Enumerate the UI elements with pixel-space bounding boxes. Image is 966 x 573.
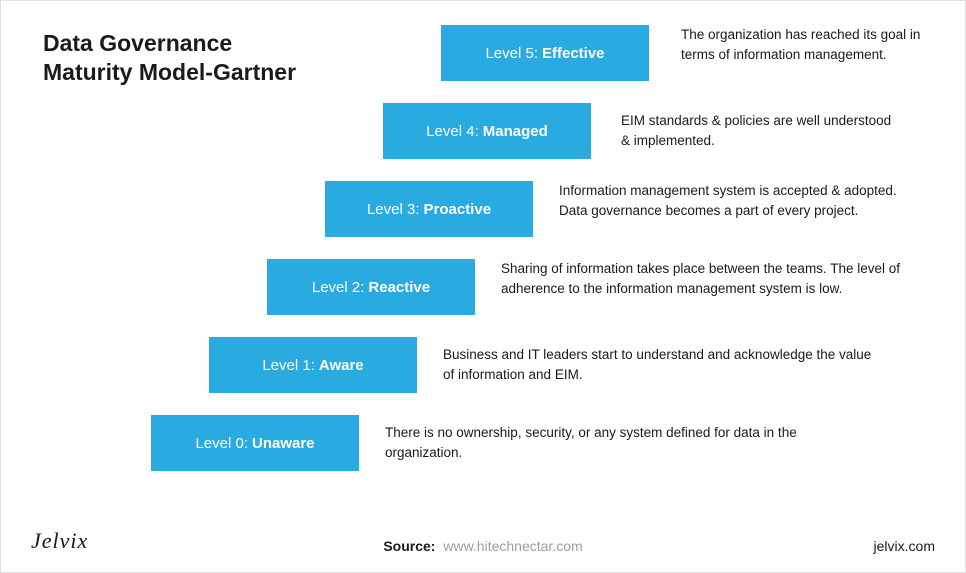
step-level-prefix: Level 4: <box>426 123 479 140</box>
title-line-2: Maturity Model-Gartner <box>43 59 296 85</box>
step-box-level-0: Level 0:Unaware <box>151 415 359 471</box>
step-box-level-2: Level 2:Reactive <box>267 259 475 315</box>
step-level-prefix: Level 3: <box>367 201 420 218</box>
step-box-level-3: Level 3:Proactive <box>325 181 533 237</box>
brand-logo-left: Jelvix <box>31 528 88 554</box>
step-level-name: Managed <box>483 123 548 140</box>
step-desc-level-2: Sharing of information takes place betwe… <box>501 259 901 298</box>
step-level-name: Aware <box>319 357 364 374</box>
step-level-prefix: Level 2: <box>312 279 365 296</box>
step-level-name: Unaware <box>252 435 315 452</box>
step-desc-level-4: EIM standards & policies are well unders… <box>621 111 901 150</box>
step-level-prefix: Level 5: <box>485 45 538 62</box>
step-level-name: Reactive <box>368 279 430 296</box>
step-box-level-4: Level 4:Managed <box>383 103 591 159</box>
step-level-prefix: Level 1: <box>262 357 315 374</box>
step-box-level-5: Level 5:Effective <box>441 25 649 81</box>
step-level-name: Proactive <box>424 201 492 218</box>
step-desc-level-3: Information management system is accepte… <box>559 181 899 220</box>
step-desc-level-0: There is no ownership, security, or any … <box>385 423 825 462</box>
step-desc-level-5: The organization has reached its goal in… <box>681 25 941 64</box>
page-title: Data Governance Maturity Model-Gartner <box>43 29 296 87</box>
source-attribution: Source: www.hitechnectar.com <box>383 538 582 554</box>
step-level-prefix: Level 0: <box>195 435 248 452</box>
step-box-level-1: Level 1:Aware <box>209 337 417 393</box>
title-line-1: Data Governance <box>43 30 232 56</box>
step-desc-level-1: Business and IT leaders start to underst… <box>443 345 883 384</box>
source-url: www.hitechnectar.com <box>443 538 582 554</box>
source-label: Source: <box>383 538 435 554</box>
brand-url-right: jelvix.com <box>874 538 935 554</box>
step-level-name: Effective <box>542 45 605 62</box>
